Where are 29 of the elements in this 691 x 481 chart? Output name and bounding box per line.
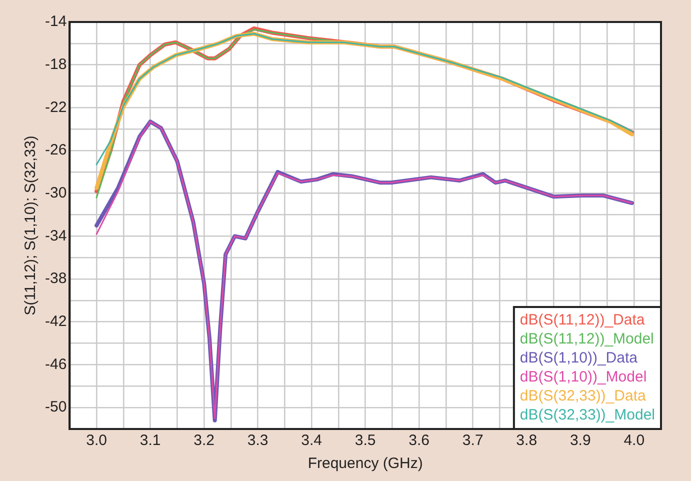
x-tick-label: 4.0 xyxy=(624,432,645,450)
x-tick-label: 3.2 xyxy=(194,432,214,450)
x-tick-label: 3.8 xyxy=(516,432,538,450)
x-tick-label: 3.5 xyxy=(354,432,376,450)
x-tick-label: 3.3 xyxy=(247,432,268,450)
y-tick-label: -46 xyxy=(44,356,67,373)
x-axis-title: Frequency (GHz) xyxy=(308,455,423,472)
y-tick-label: -38 xyxy=(44,270,67,288)
text: dB(S(11,12))_Data xyxy=(520,312,646,329)
x-tick-label: 3.1 xyxy=(140,432,161,450)
text: dB(S(32,33))_Model xyxy=(520,406,656,424)
text: dB(S(1,10))_Model xyxy=(520,368,647,386)
y-tick-label: -18 xyxy=(44,56,67,73)
y-tick-label: -22 xyxy=(44,98,67,116)
x-tick-label: 3.0 xyxy=(86,432,107,450)
y-tick-label: -30 xyxy=(44,184,67,202)
x-tick-label: 3.4 xyxy=(301,432,322,450)
x-tick-label: 3.9 xyxy=(570,432,591,450)
text: dB(S(32,33))_Data xyxy=(520,388,646,405)
y-tick-label: -50 xyxy=(44,398,67,416)
y-axis-title: S(11,12); S(1,10); S(32,33) xyxy=(22,136,40,316)
x-tick-label: 3.6 xyxy=(408,432,430,450)
x-tick-label: 3.7 xyxy=(462,432,484,450)
y-tick-label: -42 xyxy=(44,313,67,330)
y-tick-label: -26 xyxy=(44,142,67,159)
y-tick-label: -14 xyxy=(44,13,67,30)
text: dB(S(11,12))_Model xyxy=(520,330,654,348)
y-tick-label: -34 xyxy=(44,227,67,244)
text: dB(S(1,10))_Data xyxy=(520,350,638,367)
